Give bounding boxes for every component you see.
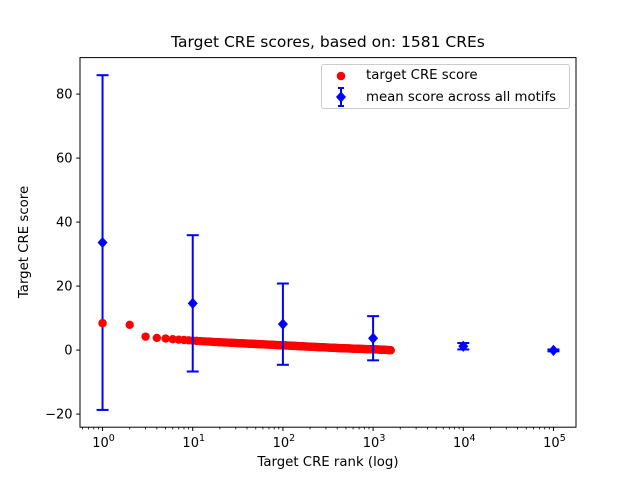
red-dot <box>152 333 162 343</box>
y-tick-label: 0 <box>64 344 72 359</box>
red-dot <box>168 335 177 344</box>
red-circle-icon <box>322 70 360 82</box>
y-tick-label: 60 <box>56 152 73 167</box>
y-axis-label: Target CRE score <box>17 186 32 299</box>
blue-diamond <box>458 340 469 352</box>
y-tick-label: 40 <box>56 216 73 231</box>
red-dot <box>98 319 107 328</box>
legend: target CRE score mean score across all m… <box>321 64 570 109</box>
x-tick-label: 101 <box>182 433 205 451</box>
x-tick-label: 100 <box>92 433 115 451</box>
mean-score-errorbar <box>367 315 380 362</box>
target-cre-score-topmost-point <box>98 319 107 328</box>
blue-diamond <box>187 297 198 309</box>
x-tick-label: 105 <box>543 433 566 451</box>
blue-diamond <box>97 236 108 249</box>
x-axis-ticks: 100 101 102 103 104 105 <box>92 427 566 451</box>
legend-entry-target-score: target CRE score <box>322 65 569 86</box>
mean-score-errorbar <box>186 234 199 373</box>
blue-diamond <box>548 344 559 356</box>
chart-title: Target CRE scores, based on: 1581 CREs <box>170 33 485 51</box>
red-dot <box>386 346 395 355</box>
blue-diamond <box>368 332 379 344</box>
legend-label: mean score across all motifs <box>366 89 557 105</box>
blue-diamond-errorbar-icon <box>322 86 360 108</box>
y-tick-label: 80 <box>56 88 73 103</box>
mean-score-series <box>96 74 560 411</box>
y-tick-label: 20 <box>56 280 73 295</box>
mean-score-errorbar <box>96 74 109 411</box>
y-tick-label: −20 <box>45 408 72 423</box>
x-tick-label: 102 <box>273 433 296 451</box>
mean-score-errorbar <box>547 344 560 356</box>
x-tick-label: 103 <box>363 433 386 451</box>
legend-label: target CRE score <box>366 68 478 83</box>
red-dot <box>125 320 134 329</box>
target-cre-score-series <box>98 319 395 355</box>
y-axis-ticks: −20 0 20 40 60 80 <box>45 88 80 423</box>
mean-score-errorbar <box>457 340 470 352</box>
plot-border <box>79 57 577 428</box>
legend-entry-mean-score: mean score across all motifs <box>322 86 569 108</box>
x-axis-label: Target CRE rank (log) <box>256 455 398 470</box>
mean-score-errorbar <box>276 282 289 366</box>
red-dot <box>141 332 150 341</box>
x-tick-label: 104 <box>453 433 476 451</box>
red-dot <box>161 334 170 343</box>
blue-diamond <box>277 318 288 330</box>
